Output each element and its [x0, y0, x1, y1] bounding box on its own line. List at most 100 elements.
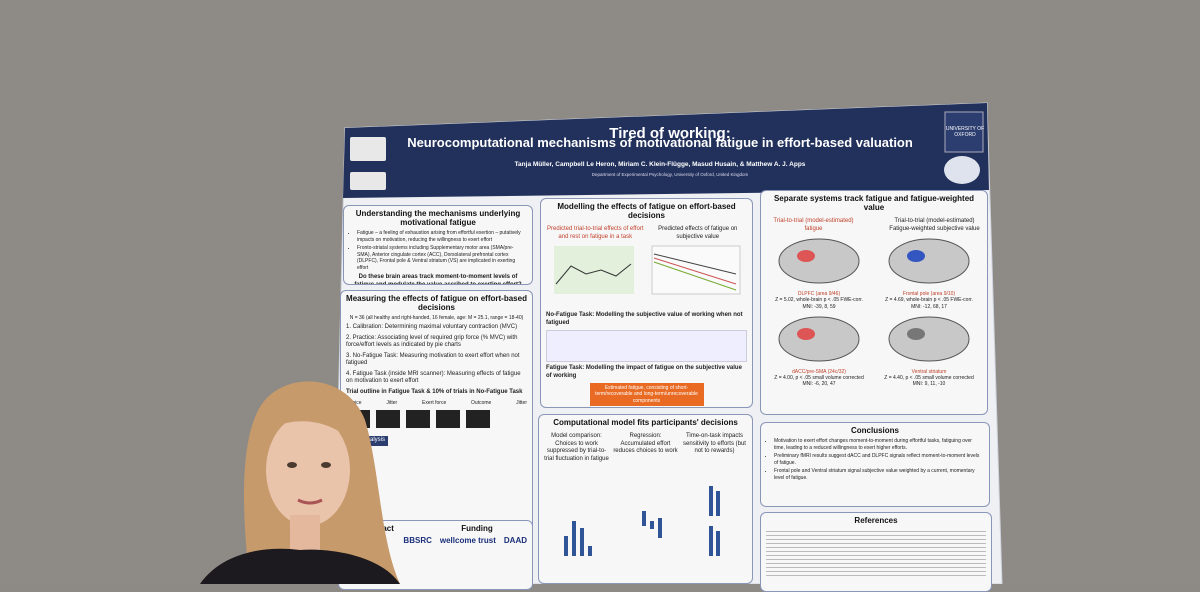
curve [653, 253, 737, 275]
panel-title: Predicted trial-to-trial effects of effo… [547, 226, 644, 240]
bullet: Frontal pole and Ventral striatum signal… [774, 468, 984, 481]
brain [888, 238, 970, 284]
step: 2. Practice: Associating level of requir… [346, 334, 518, 349]
region-label: Z = 4.00, p < .05 small volume corrected [774, 375, 864, 381]
bullet: Fatigue – a feeling of exhaustion arisin… [357, 230, 527, 243]
region: Ventral striatum Z = 4.40, p < .05 small … [876, 314, 982, 388]
brain [888, 316, 970, 362]
step: 3. No-Fatigue Task: Measuring motivation… [346, 352, 520, 367]
sample: N = 36 (all healthy and right-handed, 16… [349, 315, 524, 321]
oxford-crest [944, 111, 984, 153]
row-title: No-Fatigue Task: Modelling the subjectiv… [546, 312, 743, 326]
column-title: Regression: Accumulated effort reduces c… [613, 433, 678, 454]
heading: Conclusions [850, 426, 899, 435]
activation [797, 327, 815, 340]
mouth [297, 498, 323, 505]
row-title: Fatigue Task: Modelling the impact of fa… [546, 365, 742, 379]
item: Outcome [471, 400, 492, 407]
question: Do these brain areas track moment-to-mom… [354, 274, 522, 285]
note: Estimated fatigue, consisting of short-t… [589, 383, 704, 406]
region: DLPFC (area 9/46) Z = 5.02, whole-brain p… [766, 236, 872, 310]
heading: Funding [461, 524, 493, 533]
references-box: References [760, 512, 992, 592]
region-label: Z = 5.02, whole-brain p < .05 FWE-corr. [775, 297, 863, 304]
brain-image [888, 238, 970, 284]
conclusions-box: Conclusions Motivation to exert effort c… [760, 422, 990, 507]
curve [653, 261, 737, 291]
heading: References [854, 516, 898, 525]
item: wellcome trust [439, 536, 496, 545]
region-label: MNI: -6, 20, 47 [802, 381, 836, 388]
activation [907, 250, 925, 262]
face [266, 414, 350, 526]
bullet: Fronto-striatal systems including Supple… [357, 245, 527, 271]
region: dACC/pre-SMA (24c/32) Z = 4.00, p < .05 s… [766, 314, 872, 388]
screen [466, 410, 490, 429]
curve [653, 257, 737, 285]
fringe [268, 404, 350, 440]
reference-lines [766, 528, 986, 578]
bullet-list: Motivation to exert effort changes momen… [766, 438, 984, 481]
region: Frontal pole (area 9/10) Z = 4.69, whole-… [876, 236, 982, 310]
region-label: dACC/pre-SMA (24c/32) [792, 368, 846, 375]
region-label: Frontal pole (area 9/10) [902, 291, 956, 297]
fit-columns: Model comparison: Choices to work suppre… [544, 430, 747, 466]
item: BBSRC [403, 536, 432, 545]
fit-plots [564, 486, 720, 556]
screen [436, 410, 460, 429]
brain-image [778, 238, 860, 284]
region-grid: DLPFC (area 9/46) Z = 5.02, whole-brain p… [766, 236, 982, 388]
neck [290, 515, 320, 555]
top [200, 548, 400, 584]
bullet: Preliminary fMRI results suggest dACC an… [774, 453, 984, 466]
step-list: 1. Calibration: Determining maximal volu… [346, 324, 527, 386]
brain [778, 238, 860, 284]
screen [406, 410, 430, 429]
heading: Understanding the mechanisms underlying … [355, 209, 521, 227]
poster-subtitle: Neurocomputational mechanisms of motivat… [407, 135, 913, 150]
heading: Computational model fits participants' d… [553, 418, 738, 427]
intro-box: Understanding the mechanisms underlying … [343, 205, 533, 285]
fits-box: Computational model fits participants' d… [538, 414, 753, 584]
region-label: MNI: -12, 68, 17 [911, 303, 947, 310]
item: Jitter [386, 400, 398, 407]
brain [778, 316, 860, 362]
eye [321, 462, 331, 468]
item: DAAD [503, 536, 527, 545]
region-label: Z = 4.40, p < .05 small volume corrected [884, 375, 974, 381]
funders: BBSRC wellcome trust DAAD [344, 536, 527, 545]
heading: Modelling the effects of fatigue on effo… [557, 202, 736, 220]
column-title: Time-on-task impacts sensitivity to effo… [683, 433, 746, 454]
university: UNIVERSITY OF OXFORD [945, 126, 985, 138]
region-label: MNI: -39, 8, 59 [802, 303, 836, 310]
column-title: Trial-to-trial (model-estimated) Fatigue… [889, 218, 980, 232]
logo [350, 137, 386, 161]
region-label: Z = 4.69, whole-brain p < .05 FWE-corr. [885, 297, 973, 304]
brain-box: Separate systems track fatigue and fatig… [760, 190, 988, 415]
activation [907, 327, 925, 340]
screen [376, 410, 400, 429]
curve [555, 263, 632, 285]
region-label: DLPFC (area 9/46) [797, 291, 841, 297]
step: 4. Fatigue Task (inside MRI scanner): Me… [346, 370, 521, 385]
equation [546, 330, 747, 362]
bullet: Motivation to exert effort changes momen… [774, 438, 984, 451]
panel-title: Predicted effects of fatigue on subjecti… [658, 226, 738, 240]
step: 1. Calibration: Determining maximal volu… [346, 324, 518, 331]
modelling-box: Modelling the effects of fatigue on effo… [540, 198, 753, 408]
column-title: Model comparison: Choices to work suppre… [544, 433, 609, 462]
column-title: Trial-to-trial (model-estimated) fatigue [773, 218, 854, 232]
heading: Measuring the effects of fatigue on effo… [346, 294, 527, 312]
region-label: Ventral striatum [911, 368, 947, 375]
bullet-list: Fatigue – a feeling of exhaustion arisin… [349, 230, 527, 271]
item: Exert force [422, 400, 447, 407]
affiliation: Department of Experimental Psychology, U… [591, 172, 749, 177]
item: Jitter [516, 400, 527, 407]
model-plots [554, 245, 741, 295]
poster-header [343, 103, 989, 198]
region-label: MNI: 9, 11, -10 [912, 381, 946, 388]
activation [797, 250, 815, 262]
heading: Separate systems track fatigue and fatig… [773, 194, 975, 212]
